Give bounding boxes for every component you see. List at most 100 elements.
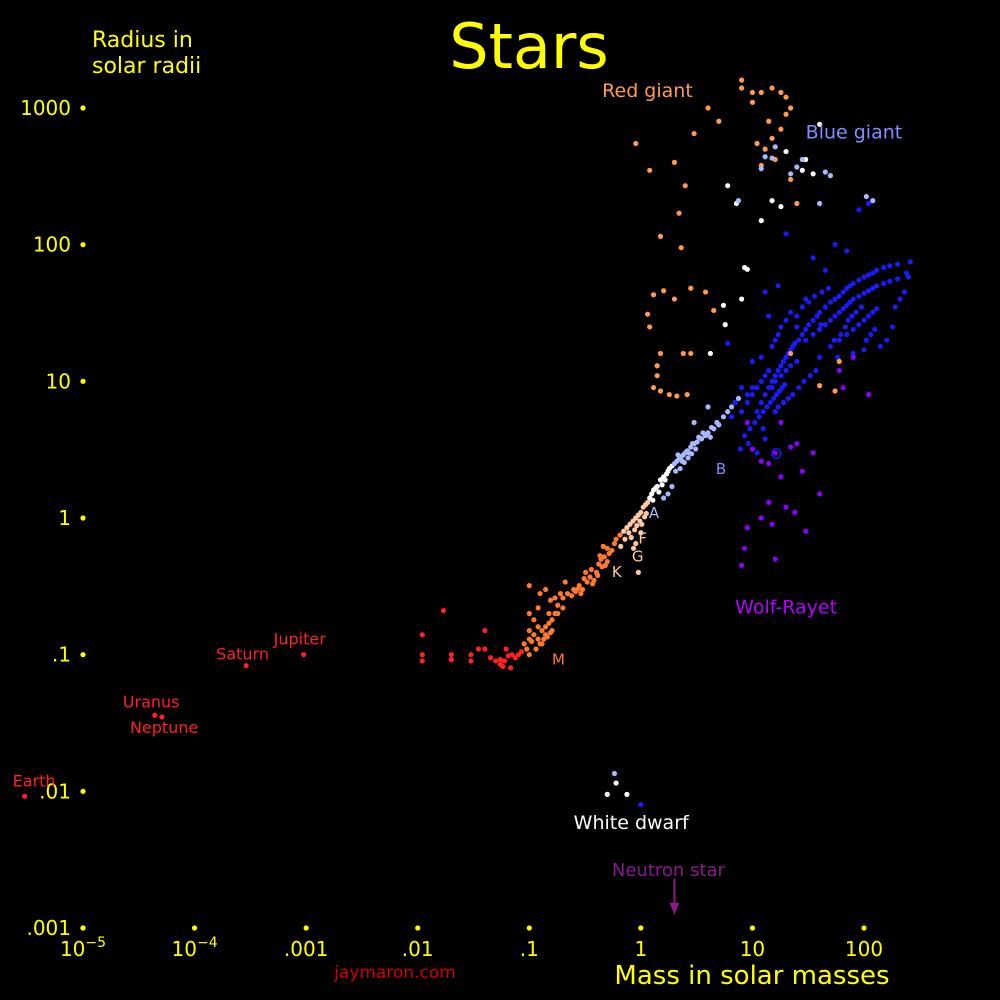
star-point-red-dwarfs <box>482 646 488 652</box>
star-point-red-giants <box>647 324 653 330</box>
star-point-main-blue <box>832 296 838 302</box>
planet-point <box>22 793 28 799</box>
star-point-supergiant-white <box>744 266 750 272</box>
star-point-main-blue <box>762 436 768 442</box>
star-point-main-lightblue <box>693 446 699 452</box>
star-point-main-peach <box>626 530 632 536</box>
x-tick-mark <box>861 925 867 931</box>
star-point-main-blue <box>897 296 903 302</box>
star-point-supergiant-white <box>769 198 775 204</box>
planet-label: Neptune <box>130 718 198 737</box>
star-point-red-giants <box>817 383 823 389</box>
star-point-main-m <box>587 574 593 580</box>
star-point-main-peach <box>638 509 644 515</box>
star-point-main-m <box>526 610 532 617</box>
star-point-supergiant-white <box>722 322 728 328</box>
star-point-main-m <box>572 588 579 595</box>
star-point-wolf-rayet <box>741 545 748 551</box>
star-point-red-giants <box>654 373 660 379</box>
star-point-supergiant-lightblue <box>799 156 805 163</box>
star-point-main-blue <box>785 395 791 402</box>
star-point-main-peach <box>628 534 634 541</box>
star-point-main-m <box>531 617 537 623</box>
star-point-main-blue <box>853 309 859 315</box>
star-point-main-blue <box>769 343 775 350</box>
y-tick-label: 1 <box>58 506 71 530</box>
star-point-main-blue <box>796 384 802 391</box>
star-point-main-m <box>564 590 571 597</box>
y-tick-mark <box>80 925 86 931</box>
star-point-main-blue <box>836 309 842 315</box>
star-point-red-dwarfs <box>482 628 488 634</box>
star-point-main-blue <box>749 391 756 398</box>
star-point-red-giants <box>680 350 686 357</box>
star-point-main-m <box>613 536 619 542</box>
x-tick-label: .1 <box>520 937 539 961</box>
x-tick-label: 100 <box>845 937 883 961</box>
star-point-red-giants <box>657 233 664 239</box>
star-point-main-blue <box>758 354 764 360</box>
star-point-red-giants <box>671 296 678 302</box>
star-point-main-blue <box>794 324 800 330</box>
star-point-main-blue <box>817 354 823 360</box>
star-point-main-peach <box>620 528 627 534</box>
star-point-red-giants <box>716 118 722 124</box>
star-point-wolf-rayet <box>758 515 764 521</box>
annotation-label: K <box>612 563 623 581</box>
star-point-main-blue <box>884 337 890 343</box>
star-point-main-blue <box>866 200 872 207</box>
star-point-red-giants <box>778 126 784 132</box>
y-tick-mark <box>80 378 86 384</box>
star-point-main-blue <box>856 277 862 283</box>
star-point-main-blue <box>817 326 823 332</box>
annotation-label: Blue giant <box>806 121 903 143</box>
star-point-main-blue <box>866 272 872 278</box>
star-point-main-blue <box>863 337 869 343</box>
star-point-main-blue <box>810 255 816 261</box>
star-point-main-blue <box>739 384 745 391</box>
star-point-supergiant-white <box>739 296 745 302</box>
star-point-red-giants <box>684 391 690 398</box>
star-point-main-blue <box>803 337 809 343</box>
star-point-main-lightblue <box>725 409 731 415</box>
star-point-main-blue <box>792 340 798 346</box>
star-point-main-blue <box>754 384 760 391</box>
star-point-supergiant-white <box>720 302 727 308</box>
star-point-main-m <box>526 628 532 634</box>
star-point-red-dwarfs <box>440 608 447 614</box>
star-point-main-blue <box>845 317 851 323</box>
star-point-main-m <box>584 579 590 585</box>
star-point-main-lightblue <box>691 419 697 426</box>
star-point-main-m <box>606 550 612 557</box>
star-point-main-blue <box>868 331 874 338</box>
planet-point <box>159 714 165 720</box>
star-point-main-blue <box>806 322 812 328</box>
star-point-main-m <box>539 628 545 634</box>
star-point-main-peach <box>634 522 640 529</box>
star-point-main-m <box>596 561 602 567</box>
x-axis-label: Mass in solar masses <box>614 961 889 991</box>
star-point-main-m <box>537 590 543 597</box>
star-point-main-blue <box>788 363 794 369</box>
star-point-main-peach <box>639 521 645 527</box>
star-point-main-blue <box>772 373 778 379</box>
star-point-main-blue <box>780 399 787 406</box>
star-point-main-blue <box>861 317 867 323</box>
star-point-red-dwarfs <box>468 652 474 658</box>
star-point-main-blue <box>849 313 855 319</box>
star-point-main-blue <box>790 391 796 398</box>
star-point-main-blue <box>780 358 787 364</box>
star-point-main-blue <box>835 354 841 360</box>
star-point-supergiant-lightblue <box>822 169 828 175</box>
star-point-red-giants <box>788 105 794 111</box>
star-point-main-peach <box>645 499 651 506</box>
star-point-white-dwarfs-blue <box>638 801 644 808</box>
star-point-main-m <box>578 590 584 597</box>
y-tick-label: 100 <box>33 233 71 257</box>
star-point-main-m <box>600 543 606 549</box>
star-point-red-giants <box>676 210 682 216</box>
star-point-main-blue <box>725 340 731 346</box>
star-point-red-giants <box>788 350 794 357</box>
star-point-main-m <box>544 634 550 640</box>
star-point-main-blue <box>749 358 756 364</box>
